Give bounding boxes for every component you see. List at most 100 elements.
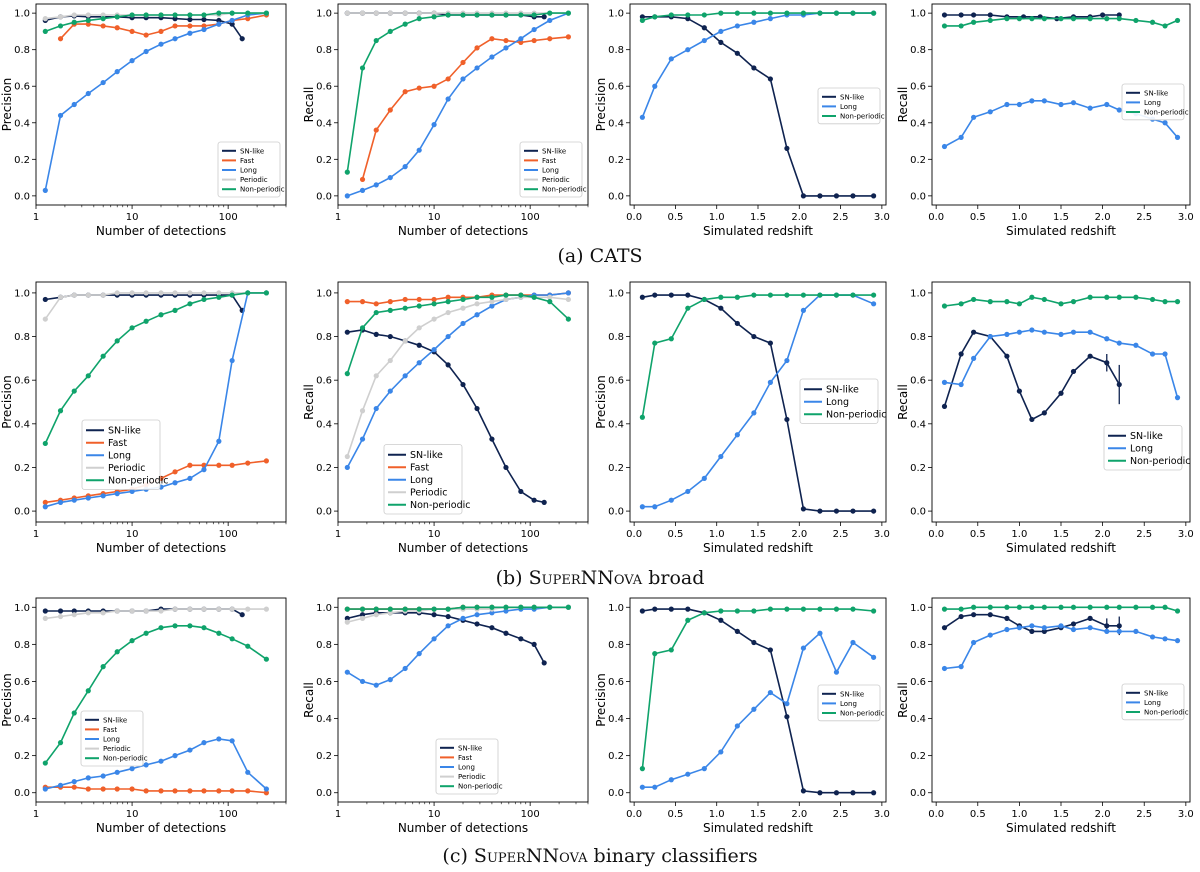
data-point bbox=[871, 508, 877, 514]
data-point bbox=[701, 25, 707, 31]
data-point bbox=[751, 333, 757, 340]
data-point bbox=[114, 608, 120, 614]
x-tick-label: 0.0 bbox=[626, 809, 642, 820]
data-point bbox=[987, 299, 993, 305]
data-point bbox=[201, 12, 207, 18]
data-point bbox=[1058, 301, 1064, 307]
data-point bbox=[1087, 625, 1093, 631]
data-point bbox=[431, 347, 437, 353]
series-line bbox=[346, 606, 569, 687]
y-tick-label: 0.4 bbox=[316, 714, 332, 725]
legend-label: SN-like bbox=[840, 93, 864, 101]
legend-label: Fast bbox=[103, 726, 117, 734]
data-point bbox=[114, 25, 120, 31]
data-point bbox=[100, 12, 106, 18]
y-tick-label: 0.8 bbox=[608, 332, 624, 343]
data-point bbox=[547, 36, 553, 42]
data-point bbox=[1116, 107, 1122, 113]
data-point bbox=[474, 294, 480, 300]
data-point bbox=[1004, 331, 1010, 337]
data-point bbox=[263, 458, 269, 464]
data-point bbox=[958, 301, 964, 307]
data-point bbox=[1087, 353, 1093, 359]
panel-c3: 0.0 0.2 0.4 0.6 0.8 1.0 0.0 0.5 1.0 1.5 2.0 2.5 3.0 S… bbox=[594, 597, 890, 835]
data-point bbox=[1029, 623, 1035, 629]
data-point bbox=[71, 388, 77, 394]
data-point bbox=[751, 10, 757, 16]
data-point bbox=[216, 10, 222, 16]
data-point bbox=[1004, 299, 1010, 305]
data-point bbox=[1070, 100, 1077, 106]
legend-label: Non-periodic bbox=[108, 476, 169, 487]
x-tick-label: 0.0 bbox=[626, 529, 642, 540]
legend-box bbox=[383, 444, 463, 515]
data-point bbox=[474, 604, 480, 610]
data-point bbox=[402, 296, 408, 303]
y-tick-label: 0.0 bbox=[14, 788, 30, 799]
data-point bbox=[1116, 623, 1122, 629]
data-point bbox=[42, 615, 48, 622]
y-axis-label: Recall bbox=[896, 682, 910, 718]
y-tick-label: 0.8 bbox=[316, 45, 332, 56]
legend-label: Long bbox=[108, 451, 131, 462]
data-point bbox=[71, 710, 77, 716]
x-tick-label: 0.0 bbox=[928, 809, 944, 820]
legend-label: SN-like bbox=[103, 716, 127, 724]
data-point bbox=[416, 342, 422, 348]
legend-label: SN-like bbox=[1144, 689, 1168, 697]
data-point bbox=[767, 340, 773, 346]
x-tick-label: 2.5 bbox=[1136, 212, 1152, 223]
data-point bbox=[1116, 294, 1122, 300]
data-point bbox=[1104, 101, 1110, 108]
y-tick-label: 1.0 bbox=[14, 603, 30, 614]
series-non-periodic bbox=[344, 604, 571, 612]
y-tick-label: 0.6 bbox=[910, 376, 926, 387]
data-point bbox=[941, 606, 948, 612]
data-point bbox=[416, 296, 422, 303]
data-point bbox=[871, 292, 877, 298]
legend-label: Long bbox=[826, 397, 849, 408]
data-point bbox=[42, 440, 48, 447]
data-point bbox=[416, 10, 422, 16]
data-point bbox=[100, 664, 106, 670]
x-tick-label: 100 bbox=[521, 212, 540, 223]
data-point bbox=[263, 606, 269, 612]
data-point bbox=[474, 312, 480, 318]
data-point bbox=[1116, 340, 1122, 346]
data-point bbox=[387, 107, 393, 113]
data-point bbox=[489, 12, 495, 18]
data-point bbox=[387, 606, 393, 612]
data-point bbox=[1004, 615, 1010, 622]
y-tick-label: 0.8 bbox=[910, 45, 926, 56]
data-point bbox=[359, 299, 366, 305]
data-point bbox=[187, 623, 193, 629]
data-point bbox=[114, 649, 120, 655]
data-point bbox=[718, 28, 724, 35]
data-point bbox=[445, 333, 451, 340]
axes-frame bbox=[337, 281, 589, 523]
data-point bbox=[216, 438, 222, 444]
x-tick-label: 3.0 bbox=[1178, 529, 1194, 540]
data-point bbox=[817, 790, 823, 796]
data-point bbox=[871, 654, 877, 660]
data-point bbox=[1133, 628, 1139, 634]
data-point bbox=[751, 706, 757, 712]
data-point bbox=[201, 740, 207, 746]
data-point bbox=[42, 16, 48, 22]
data-point bbox=[958, 12, 964, 18]
data-point bbox=[751, 639, 757, 646]
data-point bbox=[751, 410, 757, 416]
y-tick-label: 0.6 bbox=[910, 82, 926, 93]
data-point bbox=[987, 12, 993, 18]
data-point bbox=[767, 606, 773, 612]
legend: SN-like Long Non-periodic bbox=[817, 87, 885, 125]
data-point bbox=[373, 10, 379, 16]
data-point bbox=[784, 606, 790, 612]
legend-label: Fast bbox=[410, 463, 429, 474]
data-point bbox=[85, 610, 91, 616]
data-point bbox=[57, 499, 64, 505]
legend-label: Non-periodic bbox=[826, 410, 887, 421]
y-tick-label: 0.6 bbox=[14, 82, 30, 93]
